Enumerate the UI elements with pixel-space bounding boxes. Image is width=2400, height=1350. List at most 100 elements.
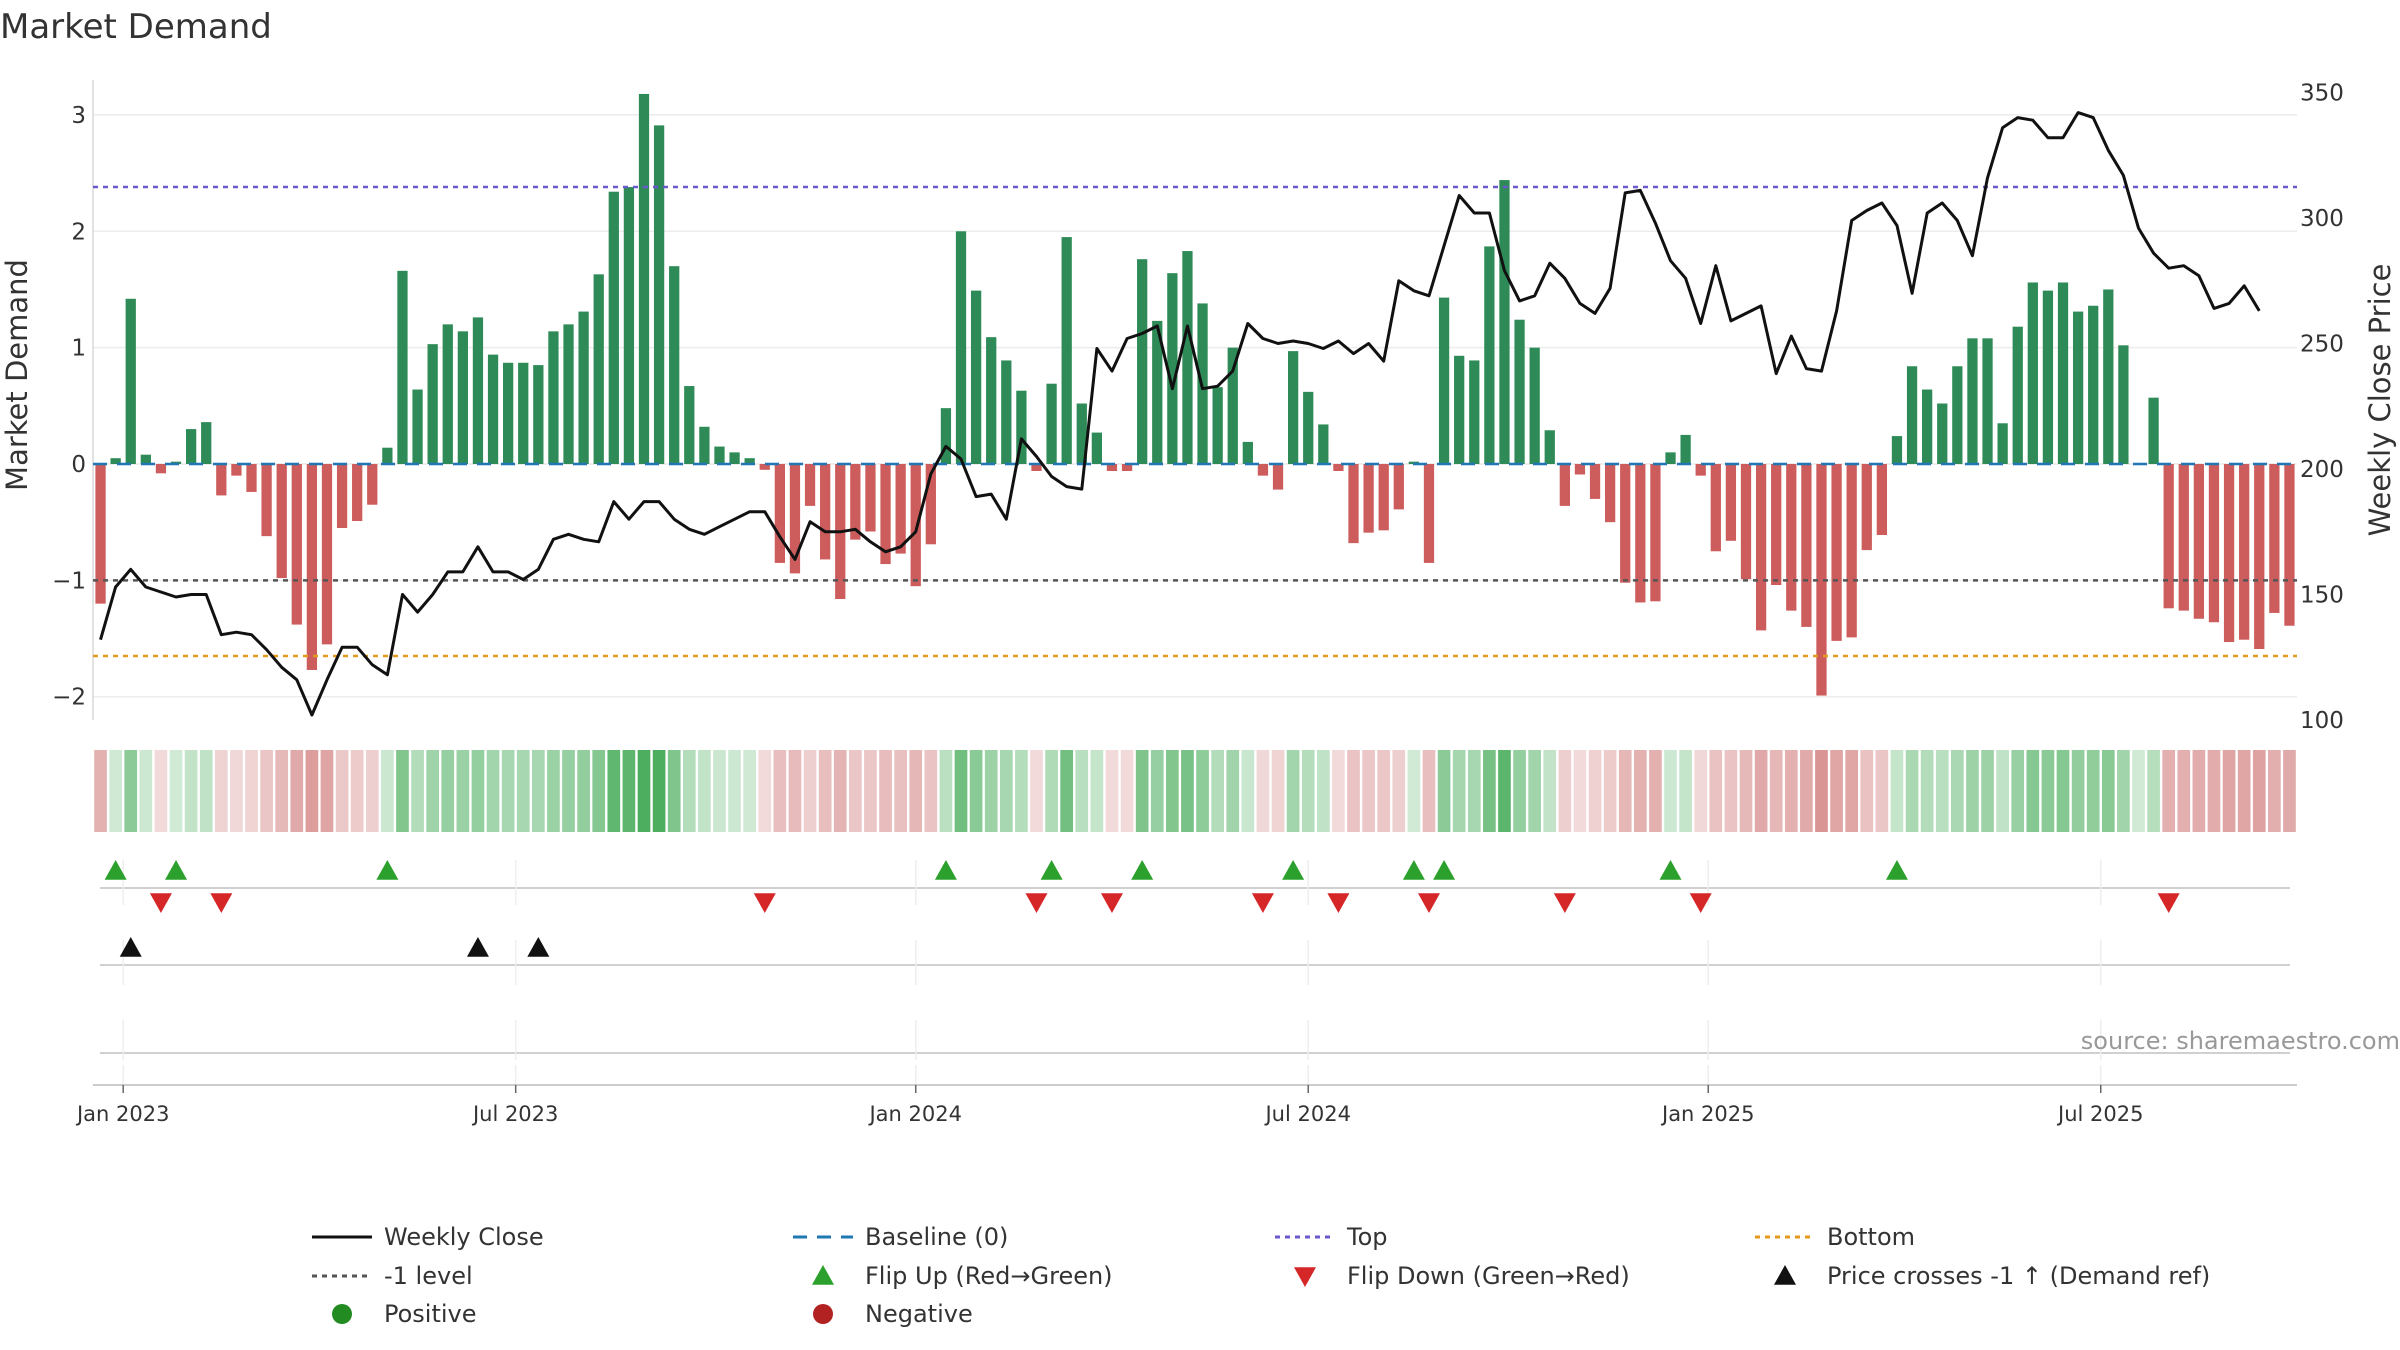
demand-bar	[1227, 347, 1238, 464]
flip-down-marker	[1553, 893, 1576, 913]
flip-down-marker	[1251, 893, 1274, 913]
demand-bar	[925, 464, 936, 545]
demand-bar	[1363, 464, 1374, 533]
demand-bar	[1016, 390, 1027, 464]
heat-cell	[1815, 750, 1828, 832]
heat-cell	[1543, 750, 1557, 832]
demand-bar	[1393, 464, 1404, 510]
heat-cell	[818, 750, 832, 832]
demand-bar	[352, 464, 363, 522]
demand-bar	[487, 354, 499, 464]
signal-panels	[100, 860, 2290, 1085]
heat-cell	[698, 750, 711, 832]
heat-cell	[2237, 750, 2251, 832]
heat-cell	[169, 750, 183, 832]
heat-cell	[1075, 750, 1089, 832]
heat-cell	[1286, 750, 1300, 832]
demand-bar	[729, 452, 740, 464]
demand-bar	[1967, 338, 1978, 464]
demand-bar	[955, 231, 967, 464]
heat-cell	[879, 750, 892, 832]
demand-bar	[593, 274, 604, 464]
demand-bar	[638, 93, 650, 465]
demand-bar	[759, 464, 770, 470]
demand-bar	[744, 458, 755, 464]
heat-cell	[577, 750, 590, 832]
demand-bar	[865, 464, 876, 532]
heat-cell	[1467, 750, 1481, 832]
heat-cell	[607, 750, 621, 832]
heat-cell	[441, 750, 455, 832]
demand-bar	[1544, 430, 1555, 464]
demand-bar	[895, 464, 906, 554]
y-tick-label: 1	[71, 336, 86, 362]
heat-cell	[758, 750, 772, 832]
heat-cell	[1045, 750, 1058, 832]
heat-cell	[773, 750, 787, 832]
demand-bar	[1982, 338, 1993, 464]
heat-cell	[1573, 750, 1587, 832]
heat-cell	[1196, 750, 1209, 832]
demand-bar	[1167, 273, 1178, 464]
demand-bar	[1816, 464, 1827, 696]
heat-cell	[1754, 750, 1768, 832]
demand-bar	[125, 298, 136, 464]
heat-cell	[381, 750, 394, 832]
heat-cell	[184, 750, 198, 832]
flip-up-marker	[376, 860, 399, 880]
demand-bar	[503, 362, 514, 464]
demand-bar	[1635, 464, 1646, 603]
heat-cell	[1301, 750, 1315, 832]
heat-cell	[2117, 750, 2130, 832]
demand-bar	[1333, 464, 1344, 471]
demand-bar	[231, 464, 242, 476]
heat-cell	[154, 750, 168, 832]
heat-cell	[1226, 750, 1240, 832]
heat-cell	[1769, 750, 1783, 832]
heat-cell	[230, 750, 243, 832]
main-grid	[93, 114, 2297, 698]
demand-bar	[820, 464, 831, 560]
flip-up-marker	[1040, 860, 1063, 880]
heat-cell	[1905, 750, 1919, 832]
heat-cell	[652, 750, 666, 832]
heat-cell	[924, 750, 938, 832]
heat-cell	[954, 750, 968, 832]
demand-heatstrip	[94, 750, 2296, 832]
heat-cell	[637, 750, 651, 832]
heat-cell	[1633, 750, 1647, 832]
legend-label-weekly_close: Weekly Close	[384, 1223, 544, 1251]
heat-cell	[2177, 750, 2191, 832]
y2-tick-label: 300	[2300, 206, 2344, 232]
heat-cell	[1181, 750, 1194, 832]
y2-tick-label: 100	[2300, 708, 2344, 734]
demand-bar	[1106, 464, 1118, 471]
heat-cell	[531, 750, 545, 832]
demand-bar	[1891, 436, 1903, 464]
demand-bar	[1454, 355, 1465, 464]
heat-cell	[1271, 750, 1285, 832]
heat-cell	[803, 750, 817, 832]
heat-cell	[969, 750, 983, 832]
demand-bar	[2027, 282, 2038, 464]
heat-cell	[1875, 750, 1889, 832]
x-tick-label: Jul 2024	[1263, 1102, 1350, 1126]
heat-cell	[1966, 750, 1979, 832]
demand-bar	[1906, 366, 1918, 464]
heat-cell	[1603, 750, 1617, 832]
y-tick-label: −2	[52, 685, 86, 711]
demand-bar	[291, 464, 302, 625]
demand-bar	[155, 464, 167, 474]
heat-cell	[1498, 750, 1511, 832]
demand-bar	[2118, 345, 2129, 464]
heat-cell	[1739, 750, 1753, 832]
legend-swatch-positive	[332, 1304, 352, 1324]
demand-bar	[669, 266, 680, 464]
heat-cell	[1332, 750, 1345, 832]
y2-tick-label: 350	[2300, 81, 2344, 107]
y-tick-label: 2	[71, 219, 86, 245]
heat-cell	[1166, 750, 1179, 832]
demand-bar	[970, 290, 982, 464]
heat-cell	[124, 750, 138, 832]
demand-bar	[2012, 326, 2023, 464]
